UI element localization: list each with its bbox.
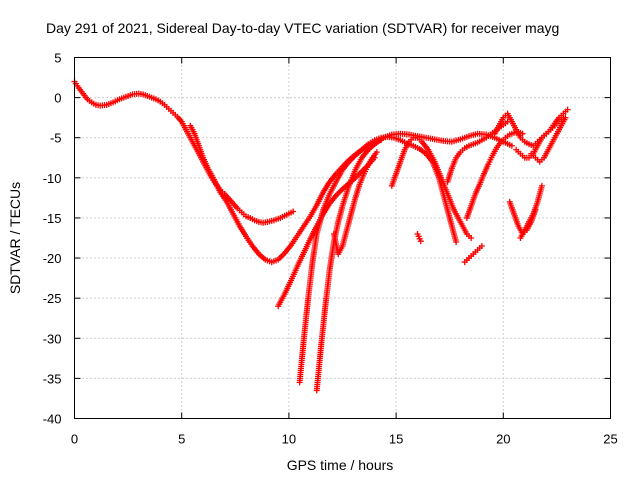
plot-frame (74, 57, 611, 419)
y-tick-label: -10 (43, 171, 62, 186)
y-tick-label: -25 (43, 291, 62, 306)
series-arc-13 (528, 114, 569, 165)
data-point (562, 114, 569, 121)
y-axis-label: SDTVAR / TECUs (7, 182, 23, 294)
x-tick-label: 25 (603, 432, 617, 447)
y-tick-label: -35 (43, 371, 62, 386)
data-point (453, 239, 460, 246)
data-point (417, 238, 424, 245)
y-tick-label: -15 (43, 211, 62, 226)
y-tick-label: 5 (54, 51, 61, 66)
data-point (508, 142, 515, 149)
series-arc-16 (414, 230, 424, 245)
data-point (290, 208, 297, 215)
series-arc-5 (313, 130, 515, 394)
series-arc-7 (388, 134, 475, 241)
data-point (478, 243, 485, 250)
y-tick-label: -30 (43, 331, 62, 346)
y-tick-label: 0 (54, 91, 61, 106)
data-point (532, 206, 539, 213)
y-tick-label: -5 (50, 131, 62, 146)
data-point (373, 149, 380, 156)
data-point (538, 182, 545, 189)
series-arc-2 (187, 122, 385, 266)
grid (74, 57, 611, 419)
x-tick-label: 0 (71, 432, 78, 447)
x-axis-label: GPS time / hours (287, 457, 394, 473)
x-tick-label: 10 (282, 432, 296, 447)
chart-title: Day 291 of 2021, Sidereal Day-to-day VTE… (46, 20, 559, 36)
x-tick-label: 20 (496, 432, 510, 447)
series-arc-9 (463, 129, 526, 221)
x-tick-label: 5 (178, 432, 185, 447)
series-arc-14 (506, 198, 539, 237)
y-tick-label: -20 (43, 251, 62, 266)
plot-area (71, 78, 571, 394)
series-arc-11 (513, 106, 571, 161)
series-arc-15 (461, 243, 485, 266)
series-arc-8 (444, 118, 511, 185)
x-tick-label: 15 (389, 432, 403, 447)
data-point (468, 235, 475, 241)
series-arc-1 (71, 78, 297, 226)
y-tick-label: -40 (43, 412, 62, 427)
data-point (564, 106, 571, 113)
series-arc-6 (330, 149, 380, 258)
